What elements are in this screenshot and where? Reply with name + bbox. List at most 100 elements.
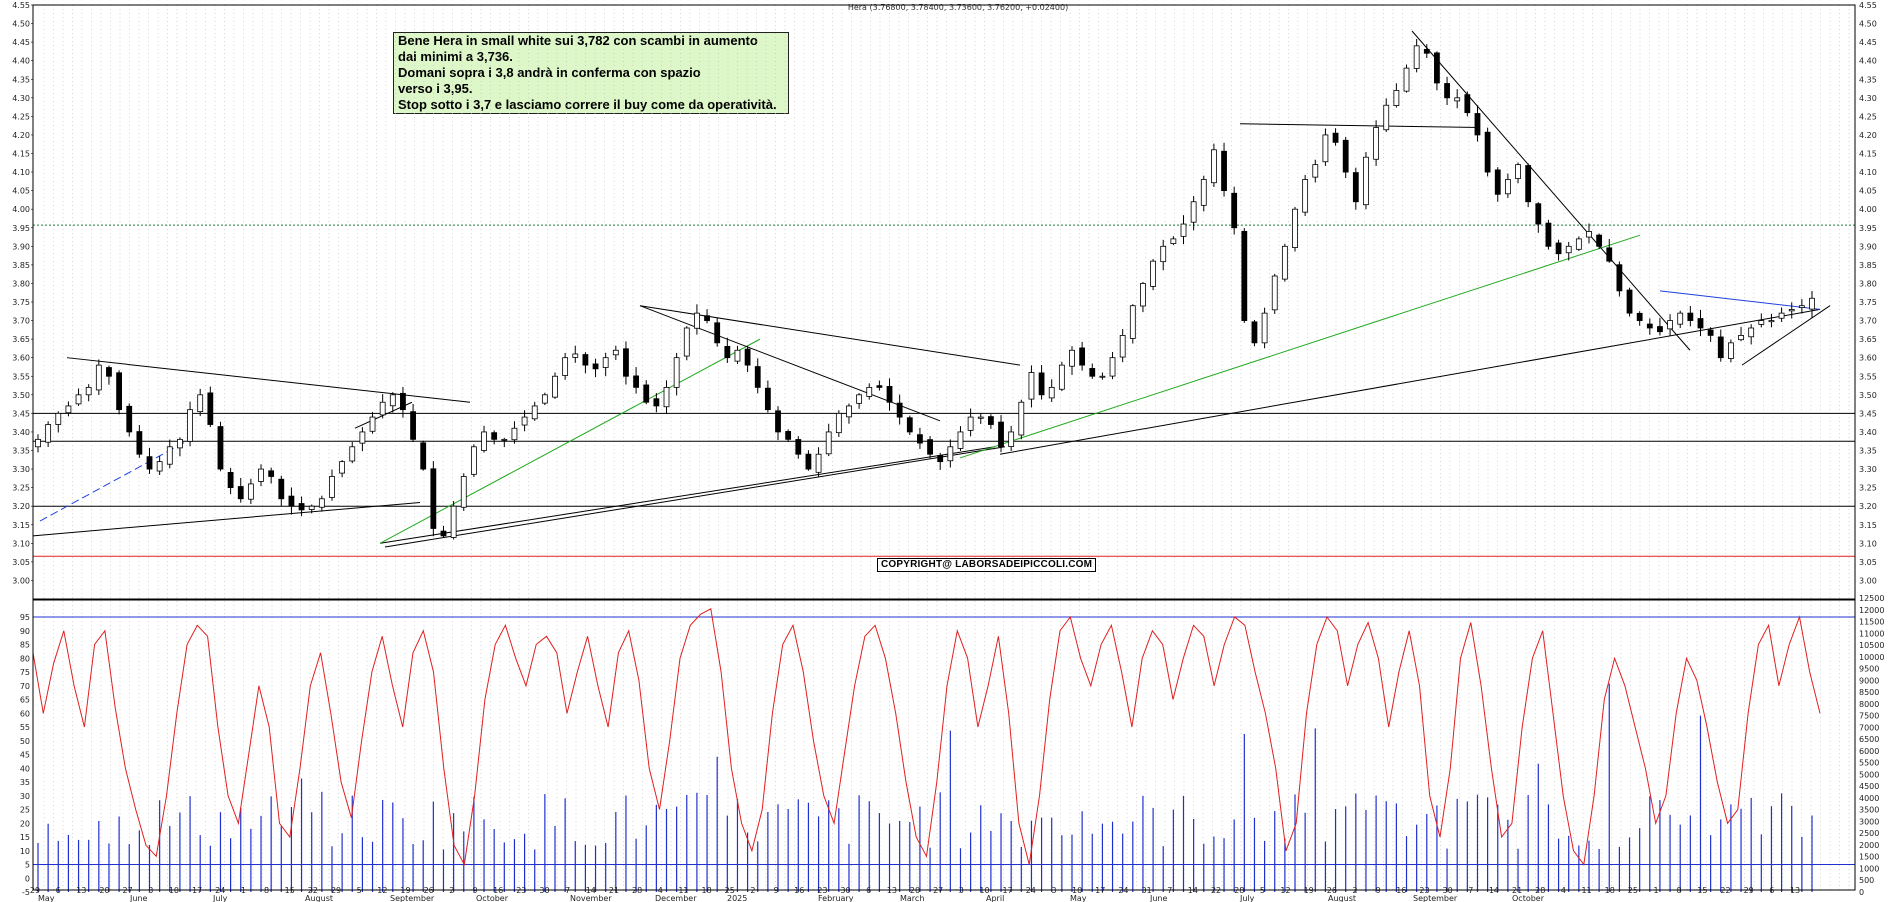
grid (43, 5, 1850, 890)
x-month-label: July (1239, 894, 1255, 902)
price-tick-right: 4.45 (1859, 38, 1877, 47)
candle-body (217, 426, 224, 470)
indicator-tick-right: 12500 (1859, 594, 1884, 603)
indicator-tick-right: 7500 (1859, 712, 1879, 721)
candle-body (106, 367, 112, 377)
candle-body (268, 470, 275, 477)
x-day-label: 1 (241, 886, 246, 895)
x-month-label: May (38, 894, 55, 902)
candle-body (1241, 230, 1248, 321)
x-day-label: 13 (76, 886, 86, 895)
indicator-tick-left: 80 (20, 654, 30, 663)
candle-body (1717, 336, 1724, 359)
x-day-label: 6 (1769, 886, 1774, 895)
candle-body (856, 394, 863, 404)
candle-body (369, 416, 376, 432)
x-month-label: December (655, 894, 697, 902)
candle-body (633, 375, 639, 388)
candle-body (1160, 245, 1167, 263)
price-tick-right: 4.25 (1859, 112, 1877, 121)
candle-body (906, 417, 913, 433)
x-day-label: 30 (539, 886, 549, 895)
candle-body (1697, 318, 1704, 329)
candle-body (116, 372, 122, 411)
candle-body (977, 416, 984, 419)
x-day-label: 31 (1141, 886, 1151, 895)
price-tick-right: 3.10 (1859, 539, 1877, 548)
candle-body (1728, 342, 1734, 359)
annotation-line-2: dai minimi a 3,736. (398, 49, 513, 64)
annotation-line-1: Bene Hera in small white sui 3,782 con s… (398, 33, 758, 48)
x-month-label: May (1070, 894, 1087, 902)
candle-body (562, 357, 569, 376)
candle-body (1292, 208, 1298, 248)
candle-body (1302, 179, 1309, 213)
candle-body (1200, 179, 1207, 206)
price-tick-left: 4.20 (12, 131, 30, 140)
candle-body (1281, 245, 1288, 280)
candle-body (1555, 242, 1562, 255)
indicator-tick-right: 0 (1859, 888, 1864, 897)
candle-body (643, 384, 650, 403)
price-tick-left: 3.60 (12, 354, 30, 363)
x-month-label: August (305, 894, 333, 902)
x-day-label: 27 (123, 886, 133, 895)
x-day-label: 24 (215, 886, 225, 895)
price-panel-frame (32, 4, 1856, 600)
price-tick-left: 3.70 (12, 317, 30, 326)
x-month-label: April (986, 894, 1004, 902)
candle-body (126, 405, 133, 433)
candle-body (592, 363, 599, 370)
indicator-tick-right: 1500 (1859, 853, 1879, 862)
horizontal-levels (33, 224, 1855, 865)
x-day-label: 19 (1304, 886, 1314, 895)
candle-body (1454, 97, 1461, 102)
candle-body (1707, 329, 1714, 336)
candle-body (602, 357, 609, 368)
candle-body (835, 412, 842, 434)
indicator-tick-right: 5000 (1859, 770, 1879, 779)
x-day-label: 11 (1581, 886, 1591, 895)
indicator-tick-left: 90 (20, 627, 30, 636)
oscillator (32, 608, 1821, 867)
x-day-label: 28 (1535, 886, 1545, 895)
price-tick-right: 3.35 (1859, 447, 1877, 456)
candle-body (957, 431, 964, 449)
x-day-label: 1 (1654, 886, 1659, 895)
trendline-support-1 (32, 501, 421, 537)
trendline-resistance-1 (66, 357, 471, 403)
candle-body (1028, 372, 1035, 400)
candle-body (694, 312, 700, 329)
candle-body (1352, 172, 1359, 203)
price-tick-right: 3.45 (1859, 409, 1877, 418)
candle-body (227, 472, 234, 489)
candle-body (744, 348, 751, 366)
x-day-label: 17 (1003, 886, 1013, 895)
candle-body (207, 392, 214, 425)
candle-body (775, 410, 781, 433)
candle-body (450, 505, 457, 538)
candle-body (1788, 309, 1795, 312)
annotation-line-3: Domani sopra i 3,8 andrà in conferma con… (398, 65, 701, 80)
candle-body (1119, 335, 1126, 358)
candle-body (75, 394, 82, 405)
x-day-label: 14 (1188, 886, 1198, 895)
candle-body (1038, 372, 1045, 396)
candle-body (1271, 275, 1278, 311)
candle-body (470, 446, 477, 475)
price-tick-right: 4.00 (1859, 205, 1877, 214)
candle-body (754, 366, 761, 388)
candle-body (1636, 312, 1643, 321)
candle-body (85, 386, 92, 396)
indicator-tick-right: 2000 (1859, 841, 1879, 850)
candle-body (947, 446, 954, 462)
annotation-box: Bene Hera in small white sui 3,782 con s… (393, 32, 789, 114)
indicator-tick-left: 15 (20, 833, 30, 842)
x-day-label: 14 (1489, 886, 1499, 895)
price-tick-right: 3.60 (1859, 354, 1877, 363)
indicator-tick-right: 8500 (1859, 688, 1879, 697)
trendline-support-3 (384, 446, 1006, 548)
candle-body (764, 387, 771, 411)
x-day-label: 29 (1744, 886, 1754, 895)
candle-body (318, 498, 325, 508)
